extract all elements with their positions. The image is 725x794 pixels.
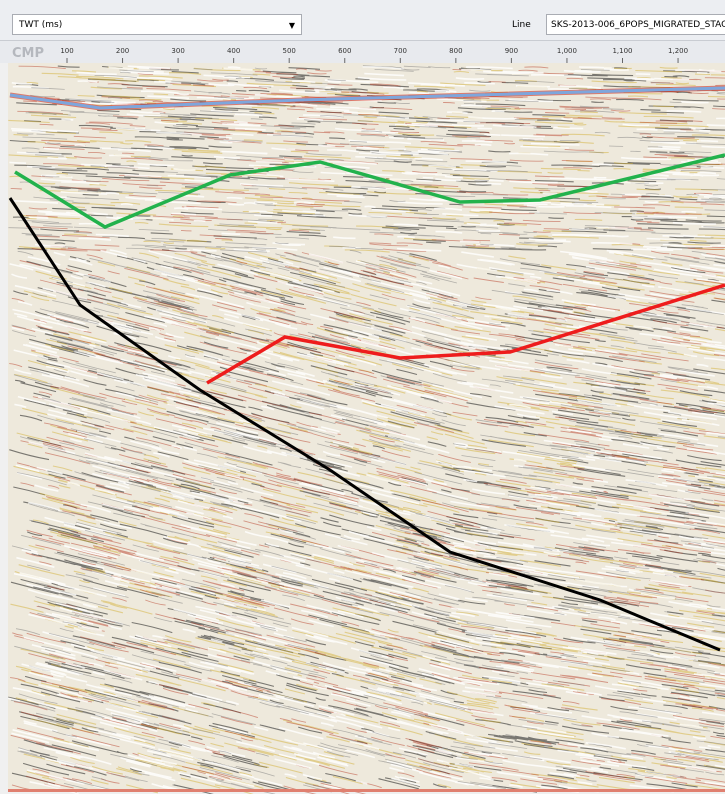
axis-tick-label: 500 [283,47,296,55]
axis-tick-label: 100 [60,47,73,55]
axis-tick-label: 800 [449,47,462,55]
axis-tick-label: 600 [338,47,351,55]
axis-tick-label: 1,100 [612,47,632,55]
axis-tick-label: 700 [394,47,407,55]
axis-tick-label: 900 [505,47,518,55]
axis-label: CMP [12,46,44,61]
axis-tick-label: 1,000 [557,47,577,55]
screen: TWT (ms)▼ Line SKS-2013-006_6POPS_MIGRAT… [0,0,725,794]
bottom-edge [8,789,725,792]
axis-tick-label: 200 [116,47,129,55]
axis-tick-label: 1,200 [668,47,688,55]
seismic-view: CMP 100 200 300 400 500 600 700 800 900 1,000 1,10… [0,0,725,794]
axis-tick-label: 400 [227,47,240,55]
axis-tick-label: 300 [171,47,184,55]
